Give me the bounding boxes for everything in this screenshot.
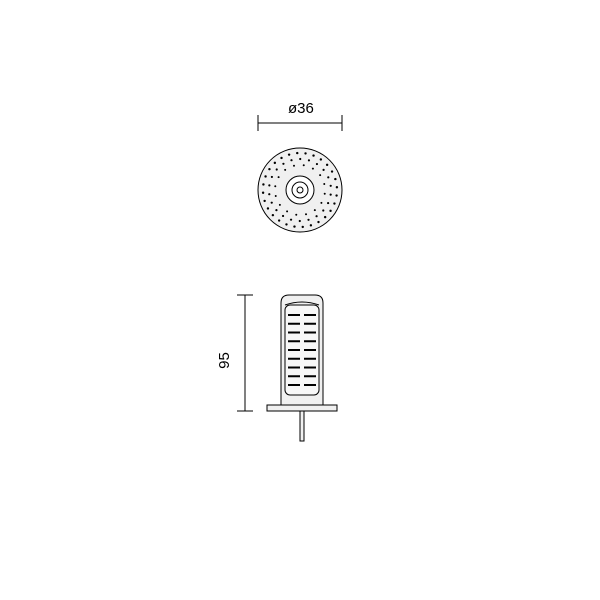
diagram-canvas: ø36 95 (0, 0, 600, 600)
top-view (198, 68, 402, 292)
side-view (175, 275, 425, 461)
